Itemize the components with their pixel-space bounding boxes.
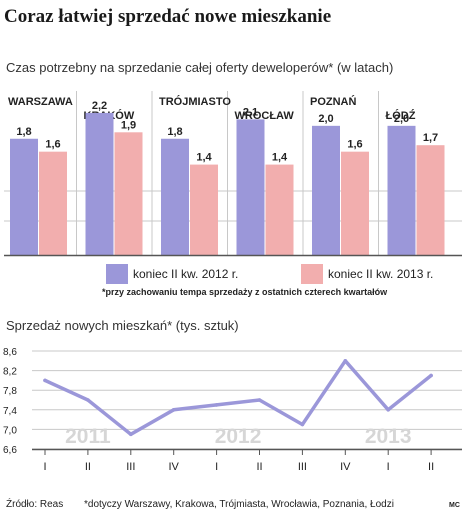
sales-line bbox=[43, 359, 433, 437]
bar-value-label: 1,8 bbox=[167, 126, 182, 138]
bar-series-1 bbox=[85, 112, 114, 256]
bar-value-label: 1,6 bbox=[347, 139, 362, 151]
data-point bbox=[386, 408, 391, 412]
bar-series-2 bbox=[190, 164, 218, 255]
bar-series-2 bbox=[416, 145, 445, 255]
bar-value-label: 2,1 bbox=[243, 106, 258, 118]
bar-value-label: 1,9 bbox=[121, 119, 136, 131]
data-point bbox=[257, 398, 262, 402]
bar-value-label: 1,4 bbox=[196, 152, 212, 164]
data-point bbox=[429, 373, 433, 378]
bar-chart: WARSZAWA1,81,6KRAKÓW2,21,9TRÓJMIASTO1,81… bbox=[4, 91, 462, 297]
bar-value-label: 2,0 bbox=[394, 113, 409, 125]
bar-value-label: 1,4 bbox=[272, 152, 288, 164]
bar-series-2 bbox=[114, 132, 143, 255]
data-point bbox=[129, 432, 133, 437]
category-label: WARSZAWA bbox=[8, 96, 73, 108]
author-mark: MC bbox=[449, 502, 460, 509]
bar-value-label: 1,6 bbox=[45, 139, 60, 151]
y-tick-label: 8,6 bbox=[3, 347, 17, 358]
y-tick-label: 6,6 bbox=[3, 445, 17, 456]
footnote: *dotyczy Warszawy, Krakowa, Trójmiasta, … bbox=[84, 499, 394, 510]
year-label: 2013 bbox=[365, 425, 412, 448]
legend-swatch-series-1 bbox=[106, 264, 128, 284]
category-label: POZNAŃ bbox=[310, 95, 357, 108]
bar-value-label: 2,2 bbox=[92, 100, 107, 112]
bar-series-1 bbox=[312, 125, 340, 255]
bar-chart-subtitle: Czas potrzebny na sprzedanie całej ofert… bbox=[6, 60, 394, 75]
x-tick-label: IV bbox=[340, 461, 351, 473]
legend-swatch-series-2 bbox=[301, 264, 323, 284]
y-tick-label: 7,8 bbox=[3, 386, 17, 397]
bar-series-1 bbox=[10, 138, 38, 255]
bar-series-1 bbox=[236, 119, 265, 255]
year-label: 2011 bbox=[65, 425, 111, 448]
y-tick-label: 7,4 bbox=[3, 406, 17, 417]
data-point bbox=[300, 422, 305, 427]
legend-label-series-1: koniec II kw. 2012 r. bbox=[133, 267, 238, 281]
category-label: ŁÓDŹ bbox=[386, 109, 416, 122]
x-tick-label: II bbox=[85, 461, 91, 473]
x-tick-label: I bbox=[43, 461, 46, 473]
line-chart-subtitle: Sprzedaż nowych mieszkań* (tys. sztuk) bbox=[6, 318, 239, 333]
data-point bbox=[343, 359, 348, 363]
data-point bbox=[43, 378, 47, 383]
bar-value-label: 1,7 bbox=[423, 132, 438, 144]
chart-title: Coraz łatwiej sprzedać nowe mieszkanie bbox=[4, 6, 332, 27]
x-tick-label: IV bbox=[168, 461, 179, 473]
y-tick-label: 7,0 bbox=[3, 425, 17, 436]
x-tick-label: I bbox=[387, 461, 390, 473]
bar-value-label: 2,0 bbox=[318, 113, 333, 125]
bar-series-2 bbox=[265, 164, 294, 255]
data-point bbox=[171, 408, 176, 412]
legend-label-series-2: koniec II kw. 2013 r. bbox=[328, 267, 433, 281]
bar-series-1 bbox=[387, 125, 416, 255]
x-tick-label: III bbox=[298, 461, 307, 473]
x-tick-label: III bbox=[126, 461, 135, 473]
data-point bbox=[86, 398, 90, 402]
year-label: 2012 bbox=[215, 425, 262, 448]
category-label: WROCŁAW bbox=[235, 110, 295, 122]
bar-value-label: 1,8 bbox=[16, 126, 31, 138]
x-tick-label: II bbox=[428, 461, 434, 473]
bar-chart-footnote: *przy zachowaniu tempa sprzedaży z ostat… bbox=[102, 287, 388, 297]
bar-series-2 bbox=[341, 151, 369, 255]
bar-series-2 bbox=[39, 151, 67, 255]
source-note: Źródło: Reas bbox=[6, 499, 64, 510]
data-point bbox=[214, 403, 219, 407]
x-tick-label: I bbox=[215, 461, 218, 473]
bar-series-1 bbox=[161, 138, 189, 255]
y-tick-label: 8,2 bbox=[3, 367, 17, 378]
category-label: TRÓJMIASTO bbox=[159, 95, 231, 108]
x-tick-label: II bbox=[256, 461, 262, 473]
